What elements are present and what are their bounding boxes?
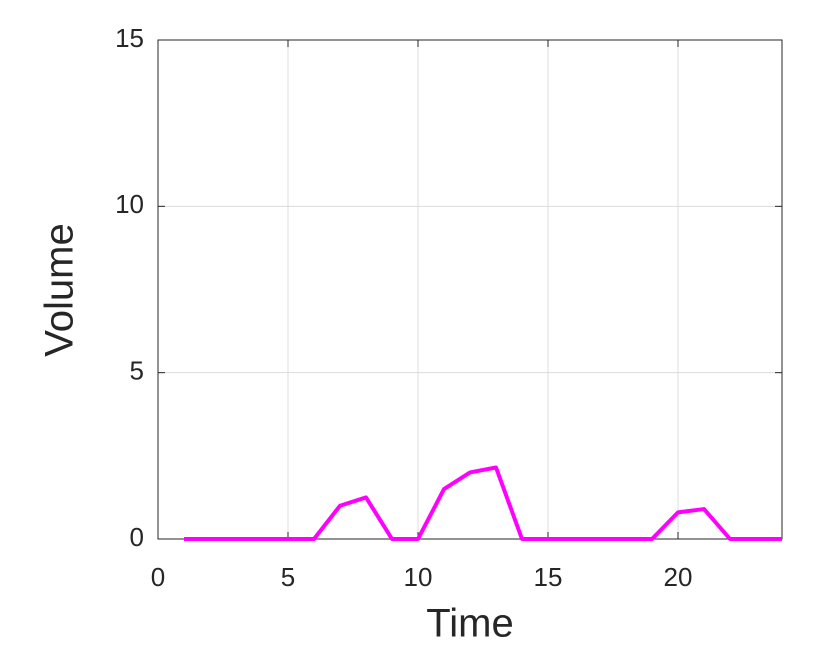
x-axis-label: Time xyxy=(426,602,513,646)
y-tick-label: 15 xyxy=(115,23,144,53)
x-tick-label: 15 xyxy=(534,562,563,592)
y-tick-label: 0 xyxy=(130,522,144,552)
x-tick-label: 10 xyxy=(404,562,433,592)
y-tick-label: 5 xyxy=(130,356,144,386)
y-axis-label: Volume xyxy=(38,223,82,356)
x-tick-label: 0 xyxy=(151,562,165,592)
plot-frame xyxy=(157,39,783,540)
x-tick-label: 5 xyxy=(281,562,295,592)
data-line xyxy=(184,465,782,541)
y-tick-label: 10 xyxy=(115,189,144,219)
x-tick-label: 20 xyxy=(664,562,693,592)
